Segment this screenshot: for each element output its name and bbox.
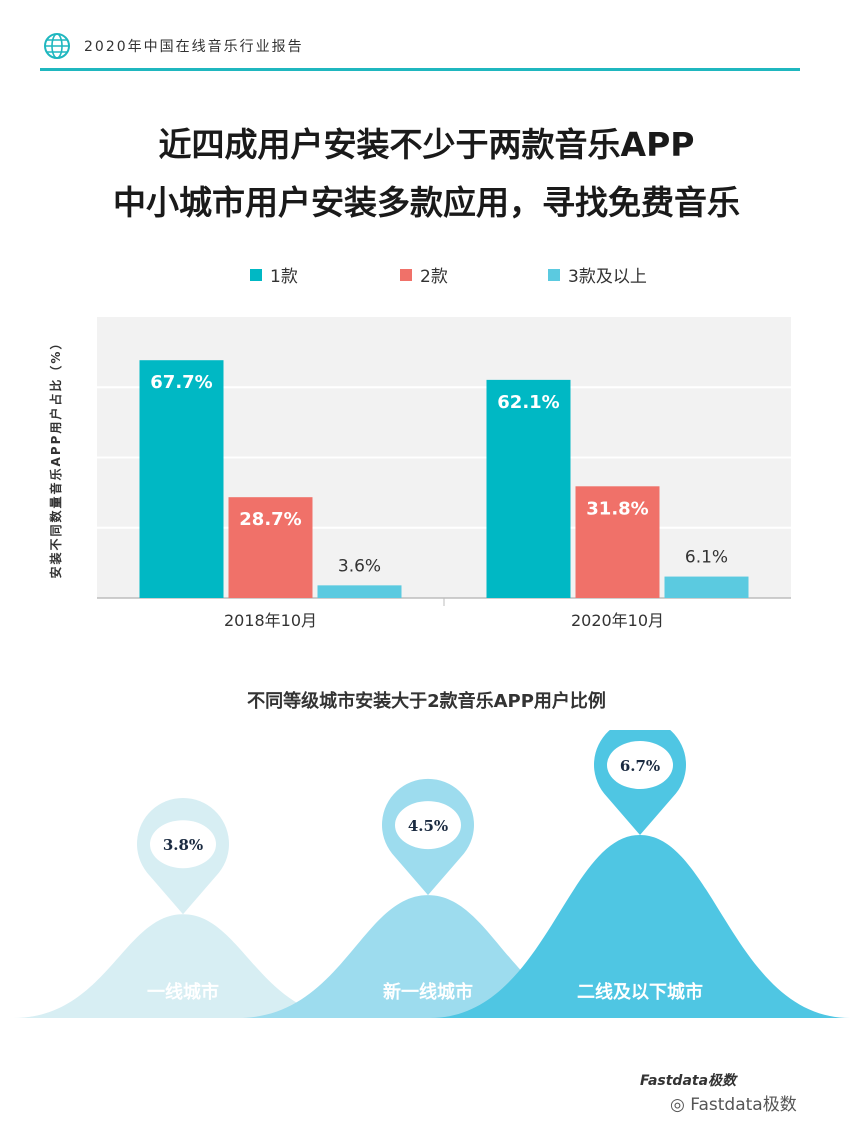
- hill-value-2: 4.5%: [408, 817, 448, 835]
- bar-chart: 67.7% 28.7% 3.6% 2018年10月 62.1% 31.8% 6.1% 2020…: [97, 317, 791, 630]
- wechat-icon: ◎: [670, 1095, 685, 1115]
- hill-3: [430, 835, 850, 1018]
- report-title: 2020年中国在线音乐行业报告: [84, 39, 304, 55]
- legend-item-2: 2款: [400, 262, 448, 287]
- legend-swatch-3: [548, 268, 560, 281]
- hill-1: [13, 914, 353, 1018]
- bar-1-1: [139, 360, 224, 598]
- legend-swatch-2: [400, 268, 412, 281]
- y-axis-label-text: 安装不同数量音乐APP用户占比（%）: [48, 336, 63, 579]
- wechat-watermark: ◎ Fastdata极数: [670, 1090, 797, 1115]
- bar-3-2: [664, 576, 749, 598]
- header-rule: [40, 68, 800, 71]
- data-label-1-1: 67.7%: [150, 372, 212, 393]
- data-label-3-1: 3.6%: [338, 556, 381, 576]
- legend-item-1: 1款: [250, 262, 298, 287]
- hill-value-3: 6.7%: [620, 757, 660, 775]
- data-label-3-2: 6.1%: [685, 548, 728, 568]
- bar-2-2: [575, 486, 660, 598]
- hill-chart: 3.8% 一线城市 4.5% 新一线城市 6.7% 二线及以下城市: [13, 730, 850, 1018]
- pin-bubble-2: [395, 801, 461, 850]
- y-axis-label: 安装不同数量音乐APP用户占比（%）: [48, 336, 63, 579]
- legend-label-1: 1款: [270, 267, 298, 287]
- pin-bubble-1: [150, 820, 216, 869]
- hill-category-3: 二线及以下城市: [577, 981, 703, 1003]
- data-label-2-1: 28.7%: [239, 509, 301, 530]
- x-tick-label-1: 2018年10月: [224, 611, 317, 630]
- legend-swatch-1: [250, 268, 262, 281]
- chart-legend: 1款 2款 3款及以上: [0, 262, 853, 287]
- brand-logo: Fastdata极数: [640, 1073, 737, 1089]
- pin-bubble-3: [607, 741, 673, 789]
- hill-chart-title: 不同等级城市安装大于2款音乐APP用户比例: [247, 691, 606, 712]
- legend-item-3: 3款及以上: [548, 262, 647, 287]
- data-label-1-2: 62.1%: [497, 392, 559, 413]
- wechat-name: Fastdata极数: [690, 1095, 797, 1115]
- bar-3-1: [317, 585, 402, 598]
- data-label-2-2: 31.8%: [586, 498, 648, 519]
- report-header: 2020年中国在线音乐行业报告: [40, 30, 800, 72]
- bar-1-2: [486, 379, 571, 598]
- footer: Fastdata极数 ◎ Fastdata极数: [640, 1062, 840, 1122]
- hill-value-1: 3.8%: [163, 836, 203, 854]
- legend-label-3: 3款及以上: [568, 267, 647, 287]
- page-title-line-2: 中小城市用户安装多款应用，寻找免费音乐: [113, 183, 740, 222]
- x-tick-label-2: 2020年10月: [571, 611, 664, 630]
- hill-category-2: 新一线城市: [383, 981, 473, 1003]
- legend-label-2: 2款: [420, 267, 448, 287]
- globe-icon: [44, 33, 70, 59]
- page-title-line-1: 近四成用户安装不少于两款音乐APP: [158, 125, 695, 164]
- hill-category-1: 一线城市: [147, 981, 219, 1003]
- bar-2-1: [228, 497, 313, 598]
